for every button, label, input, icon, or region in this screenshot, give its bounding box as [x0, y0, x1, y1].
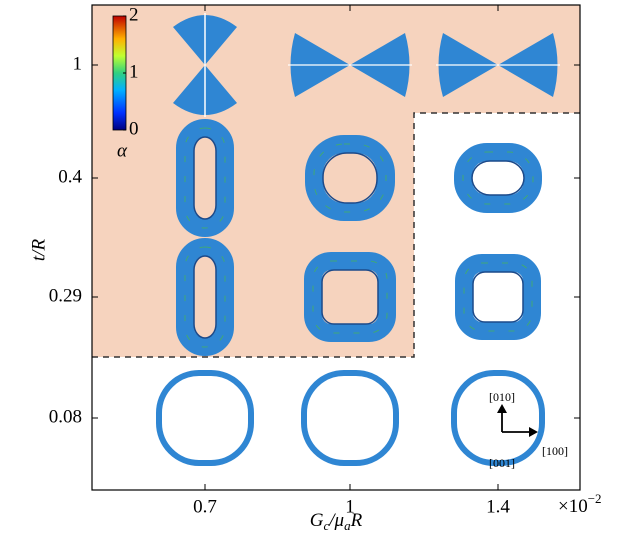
ring-inner	[472, 161, 524, 195]
thin-ring	[159, 373, 251, 463]
thin-ring	[454, 373, 542, 463]
thin-ring	[304, 373, 396, 463]
x-tick-label: 1.4	[486, 496, 510, 517]
figure: [010] [100] [001] α t/R Gc/μaR ×10−2 0.7…	[0, 0, 638, 538]
arrow-head	[529, 427, 538, 437]
y-tick-label: 0.4	[58, 166, 82, 187]
multiplier-exponent: −2	[588, 491, 602, 506]
y-tick-label: 0.08	[49, 406, 82, 427]
page: {"chart_data": { "type": "phase-diagram"…	[0, 0, 638, 538]
ring	[463, 152, 533, 204]
arrow-head	[497, 404, 507, 413]
colorbar-tick-label: 1	[129, 61, 139, 82]
y-tick-label: 0.29	[49, 285, 82, 306]
x-tick-label: 1	[345, 496, 355, 517]
crystal-axes	[502, 410, 532, 432]
multiplier-base: ×10	[558, 496, 588, 517]
colorbar-tick-label: 2	[129, 4, 139, 25]
label-part: /μ	[328, 510, 344, 531]
crystal-label: [010]	[489, 390, 515, 404]
crystal-label: [001]	[489, 456, 515, 470]
colorbar-tick-label: 0	[129, 118, 139, 139]
ring-inner	[473, 272, 523, 322]
ring	[464, 263, 532, 331]
y-axis-label: t/R	[28, 239, 49, 262]
x-multiplier: ×10−2	[558, 491, 602, 517]
x-tick-label: 0.7	[193, 496, 217, 517]
crystal-label: [100]	[542, 444, 568, 458]
label-part: G	[310, 510, 324, 531]
colorbar-label: α	[117, 140, 128, 161]
y-tick-label: 1	[73, 53, 83, 74]
